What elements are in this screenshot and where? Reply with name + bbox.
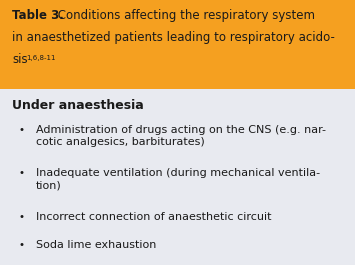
Text: sis: sis bbox=[12, 53, 28, 66]
Text: Soda lime exhaustion: Soda lime exhaustion bbox=[36, 240, 156, 250]
Text: Under anaesthesia: Under anaesthesia bbox=[12, 99, 144, 112]
Text: •: • bbox=[18, 168, 24, 178]
Text: Conditions affecting the respiratory system: Conditions affecting the respiratory sys… bbox=[54, 9, 315, 22]
FancyBboxPatch shape bbox=[0, 0, 355, 89]
Text: 1,6,8-11: 1,6,8-11 bbox=[26, 55, 55, 61]
Text: Table 3.: Table 3. bbox=[12, 9, 64, 22]
Text: •: • bbox=[18, 240, 24, 250]
Text: Inadequate ventilation (during mechanical ventila-
tion): Inadequate ventilation (during mechanica… bbox=[36, 168, 320, 191]
Text: •: • bbox=[18, 125, 24, 135]
Text: •: • bbox=[18, 212, 24, 222]
Text: Administration of drugs acting on the CNS (e.g. nar-
cotic analgesics, barbitura: Administration of drugs acting on the CN… bbox=[36, 125, 326, 147]
Text: Incorrect connection of anaesthetic circuit: Incorrect connection of anaesthetic circ… bbox=[36, 212, 271, 222]
Text: in anaesthetized patients leading to respiratory acido-: in anaesthetized patients leading to res… bbox=[12, 31, 335, 44]
